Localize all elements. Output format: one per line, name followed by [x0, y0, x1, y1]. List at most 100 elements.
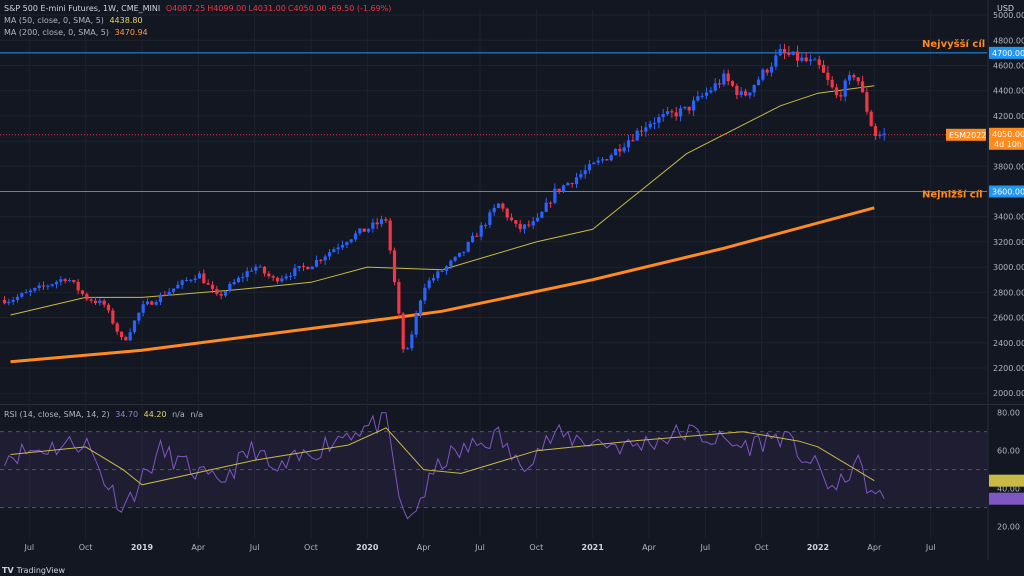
candle-body [371, 222, 375, 229]
candle-body [817, 59, 821, 65]
price-tick-label: 5000.00 [993, 11, 1024, 20]
candle-body [865, 92, 869, 112]
tradingview-brand-text: TradingView [16, 566, 65, 575]
time-tick-label: 2022 [807, 543, 829, 552]
candle-body [176, 284, 180, 289]
candle-body [392, 250, 397, 283]
candle-body [440, 270, 444, 272]
candles[interactable] [2, 43, 886, 353]
candle-body [245, 271, 249, 278]
candle-body [609, 155, 613, 161]
rsi-line [4, 412, 885, 520]
candle-body [106, 304, 111, 311]
time-tick-label: 2021 [582, 543, 605, 552]
ma200-legend: MA (200, close, 0, SMA, 5) 3470.94 [4, 27, 151, 38]
candle-body [635, 130, 639, 141]
candle-body [466, 242, 470, 252]
candle-body [2, 299, 7, 304]
candle-body [89, 299, 93, 301]
candle-body [375, 222, 379, 225]
candle-body [444, 266, 449, 271]
candle-body [28, 290, 33, 293]
time-tick-label: Apr [642, 543, 657, 552]
candle-body [735, 85, 739, 95]
time-tick-label: Apr [191, 543, 206, 552]
candle-body [756, 79, 761, 86]
candle-body [189, 279, 193, 281]
candle-body [613, 148, 618, 156]
ohlc-value: L4031.00 [248, 4, 286, 13]
price-tick-label: 2000.00 [993, 389, 1024, 398]
candle-body [319, 259, 323, 261]
candle-body [145, 301, 150, 305]
candle-body [206, 283, 210, 285]
annotations: Nejvyšší cíl Nejnižší cíl [922, 38, 985, 201]
ohlc-values: O4087.25 H4099.00 L4031.00 C4050.00 -69.50 (… [166, 4, 394, 13]
candle-body [414, 314, 418, 335]
candle-body [574, 177, 579, 185]
candle-body [128, 332, 132, 341]
candle-body [171, 288, 176, 292]
candle-body [197, 273, 202, 279]
candle-body [488, 212, 492, 225]
candle-body [11, 299, 15, 302]
price-tick-label: 3800.00 [993, 162, 1024, 171]
candle-body [41, 285, 46, 287]
ma50-legend-label: MA (50, close, 0, SMA, 5) [4, 16, 104, 25]
ma50-legend: MA (50, close, 0, SMA, 5) 4438.80 [4, 15, 146, 26]
candle-body [834, 87, 839, 96]
candle-body [691, 100, 696, 111]
countdown-label: 4d 10h [994, 140, 1022, 149]
candle-body [778, 48, 782, 56]
candle-body [210, 284, 215, 289]
rsi-legend-value: 34.70 [115, 410, 139, 419]
time-tick-label: Jul [474, 543, 485, 552]
candle-body [215, 288, 219, 295]
candle-body [652, 122, 657, 124]
price-tick-label: 4200.00 [993, 112, 1024, 121]
time-tick-label: Apr [417, 543, 432, 552]
candle-body [856, 77, 860, 82]
price-tick-label: 4800.00 [993, 36, 1024, 45]
candle-body [124, 337, 128, 341]
candle-body [453, 256, 457, 261]
candle-body [323, 256, 327, 261]
candle-body [739, 91, 743, 95]
price-tick-label: 3400.00 [993, 213, 1024, 222]
candle-body [167, 291, 171, 296]
candle-body [275, 277, 280, 282]
rsi-tick-label: 20.00 [997, 523, 1020, 532]
candle-body [596, 160, 600, 163]
candle-body [98, 300, 102, 304]
candle-body [713, 83, 717, 91]
candle-body [228, 284, 232, 291]
time-tick-label: Jul [699, 543, 710, 552]
time-tick-label: Jul [925, 543, 936, 552]
candle-body [314, 259, 319, 267]
candle-body [436, 271, 440, 279]
rsi-tick-label: 60.00 [997, 447, 1020, 456]
candle-body [76, 281, 80, 291]
candle-body [869, 111, 873, 127]
target-level-price-tag [989, 185, 1024, 198]
candle-body [670, 111, 674, 113]
candle-body [795, 51, 800, 61]
candle-body [709, 90, 713, 93]
ticker-tag-box [946, 128, 986, 141]
candle-body [518, 223, 522, 230]
candle-body [358, 228, 362, 234]
time-tick-label: Jul [23, 543, 34, 552]
candle-body [223, 290, 228, 296]
candle-body [163, 294, 167, 296]
candle-body [410, 334, 414, 349]
candle-body [791, 51, 795, 55]
ticker-tag-label: ESM2022 [949, 131, 986, 140]
ma200-legend-label: MA (200, close, 0, SMA, 5) [4, 28, 110, 37]
ma200-line [10, 206, 875, 364]
candle-body [687, 106, 691, 111]
tradingview-brand[interactable]: TV TradingView [2, 566, 65, 575]
candle-body [111, 310, 115, 324]
symbol-title: S&P 500 E-mini Futures, 1W, CME_MINI [4, 4, 161, 13]
candle-body [180, 280, 184, 285]
